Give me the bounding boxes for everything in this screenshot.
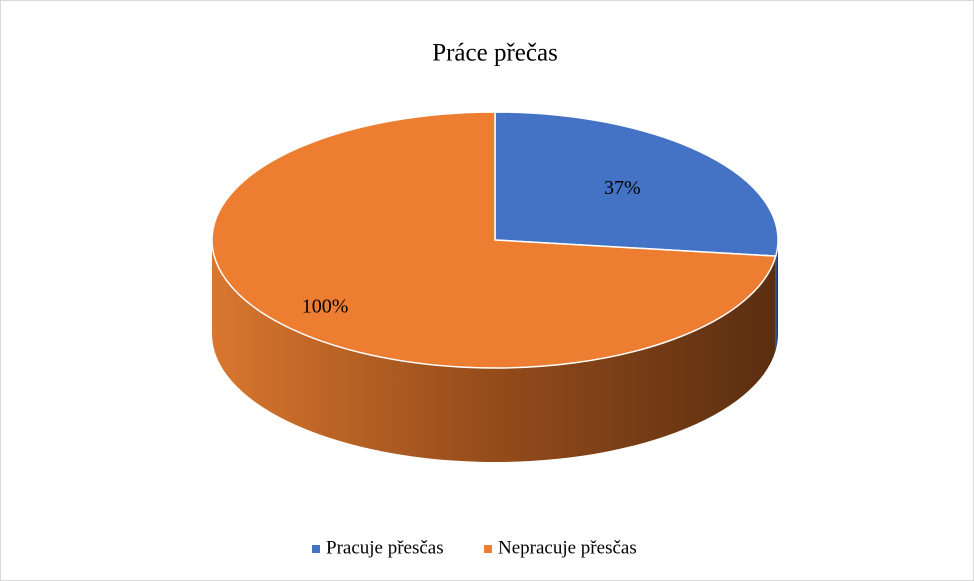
pie-slice bbox=[494, 111, 779, 257]
legend-label: Nepracuje přesčas bbox=[498, 537, 637, 558]
pie-slice bbox=[211, 111, 777, 369]
data-label: 100% bbox=[302, 295, 349, 317]
legend-swatch bbox=[312, 545, 320, 553]
legend-swatch bbox=[484, 545, 492, 553]
data-label: 37% bbox=[604, 177, 641, 199]
slice-side bbox=[212, 240, 776, 462]
legend-label: Pracuje přesčas bbox=[326, 537, 444, 558]
slice-side bbox=[775, 240, 779, 351]
chart-title: Práce přečas bbox=[432, 40, 558, 67]
